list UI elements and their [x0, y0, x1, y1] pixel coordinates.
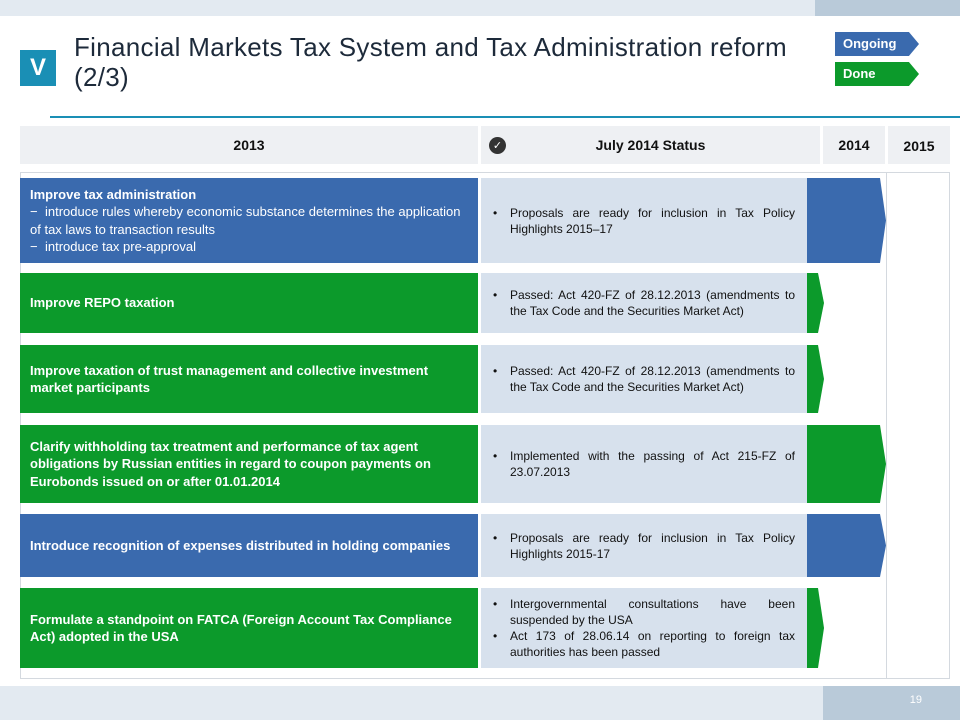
table-row-task: Clarify withholding tax treatment and pe… — [20, 425, 478, 503]
page-title: Financial Markets Tax System and Tax Adm… — [74, 32, 787, 92]
status-bullet: • Intergovernmental consultations have be… — [493, 597, 795, 627]
task-title: Introduce recognition of expenses distri… — [30, 537, 451, 553]
table-row-task: Improve tax administration − introduce ru… — [20, 178, 478, 263]
title-divider — [50, 116, 960, 118]
task-title: Improve taxation of trust management and… — [30, 362, 429, 396]
task-title: Improve tax administration — [30, 186, 197, 202]
column-header-2014: 2014 — [823, 126, 885, 164]
table-row-status: • Passed: Act 420-FZ of 28.12.2013 (amend… — [481, 345, 807, 413]
bottom-band-light — [0, 686, 823, 720]
table-row-status: • Proposals are ready for inclusion in Ta… — [481, 178, 807, 263]
task-title: Formulate a standpoint on FATCA (Foreign… — [30, 611, 452, 645]
column-header-status: ✓ July 2014 Status — [481, 126, 820, 164]
progress-bar-ongoing — [807, 514, 886, 577]
top-decorative-band — [0, 0, 960, 16]
checkmark-icon: ✓ — [489, 137, 506, 154]
progress-bar-done — [807, 588, 824, 668]
status-bullet: • Passed: Act 420-FZ of 28.12.2013 (amend… — [493, 288, 795, 318]
task-title: Clarify withholding tax treatment and pe… — [30, 438, 431, 489]
table-row-task: Introduce recognition of expenses distri… — [20, 514, 478, 577]
table-row-task: Improve taxation of trust management and… — [20, 345, 478, 413]
legend-done: Done — [835, 62, 919, 86]
legend-ongoing: Ongoing — [835, 32, 919, 56]
column-header-status-label: July 2014 Status — [595, 137, 706, 153]
table-row-task: Improve REPO taxation — [20, 273, 478, 333]
table-row-status: • Passed: Act 420-FZ of 28.12.2013 (amend… — [481, 273, 807, 333]
task-subitem: − introduce tax pre-approval — [30, 239, 197, 254]
page-number: 19 — [909, 694, 922, 706]
column-header-2015: 2015 — [888, 126, 950, 164]
progress-bar-done — [807, 345, 824, 413]
table-row-status: • Proposals are ready for inclusion in Ta… — [481, 514, 807, 577]
progress-bar-done — [807, 425, 886, 503]
progress-bar-ongoing — [807, 178, 886, 263]
status-bullet: • Act 173 of 28.06.14 on reporting to for… — [493, 629, 795, 659]
section-badge: V — [20, 50, 56, 86]
status-bullet: • Proposals are ready for inclusion in Ta… — [493, 205, 795, 236]
bottom-band-dark — [823, 686, 960, 720]
table-row-status: • Intergovernmental consultations have be… — [481, 588, 807, 668]
table-row-task: Formulate a standpoint on FATCA (Foreign… — [20, 588, 478, 668]
bottom-decorative-band — [0, 686, 960, 720]
status-bullet: • Proposals are ready for inclusion in Ta… — [493, 530, 795, 561]
column-divider-2015 — [886, 172, 887, 679]
status-bullet: • Implemented with the passing of Act 215… — [493, 449, 795, 479]
table-row-status: • Implemented with the passing of Act 215… — [481, 425, 807, 503]
task-title: Improve REPO taxation — [30, 295, 175, 311]
task-subitem: − introduce rules whereby economic substa… — [30, 204, 461, 237]
status-bullet: • Passed: Act 420-FZ of 28.12.2013 (amend… — [493, 364, 795, 394]
column-header-2013: 2013 — [20, 126, 478, 164]
top-band-light — [0, 0, 815, 16]
progress-bar-done — [807, 273, 824, 333]
top-band-dark — [815, 0, 960, 16]
